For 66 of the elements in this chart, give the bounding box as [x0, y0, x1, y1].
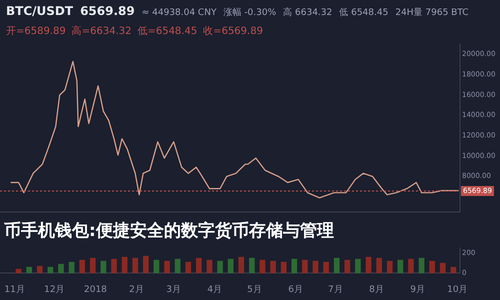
x-tick-label: 7月: [328, 284, 343, 295]
bar: [196, 258, 202, 274]
bar: [386, 260, 393, 274]
bar: [429, 260, 435, 274]
x-tick-label: 12月: [44, 284, 65, 295]
x-tick-label: 11月: [4, 284, 25, 295]
bar: [260, 260, 266, 274]
bar: [323, 262, 329, 274]
text: 涨幅 -0.30%: [223, 6, 276, 19]
bar: [79, 260, 86, 274]
bar: [334, 258, 340, 274]
x-tick-label: 3月: [166, 284, 182, 295]
x-tick-label: 10月: [447, 284, 468, 295]
text: 低=6548.45: [137, 25, 198, 38]
bar: [228, 258, 234, 274]
bar: [238, 256, 244, 274]
bar: [270, 260, 276, 274]
bar: [344, 260, 350, 274]
bar: [154, 260, 160, 274]
bar: [185, 262, 192, 274]
x-tick-label: 5月: [247, 284, 262, 295]
bar: [68, 262, 74, 274]
bar: [164, 260, 170, 274]
bar: [249, 258, 255, 274]
bar: [16, 268, 22, 274]
text: 低 6548.45: [339, 7, 388, 19]
x-tick-label: 2月: [129, 284, 144, 295]
chart-title: BTC/USDT: [6, 4, 74, 18]
bar: [58, 264, 64, 274]
bar: [100, 260, 106, 274]
bar: [376, 258, 382, 274]
bar: [142, 256, 149, 274]
bar: [418, 258, 424, 274]
text: 高 6634.32: [283, 6, 332, 19]
chart-subtitle: 6569.89: [80, 4, 135, 18]
text: 开=6589.89: [6, 25, 66, 38]
text: 高=6634.32: [72, 24, 132, 38]
bar: [122, 256, 128, 274]
bar: [355, 258, 361, 274]
bar: [291, 258, 298, 274]
x-tick-label: 2018: [84, 284, 108, 295]
bar: [312, 260, 318, 274]
bar: [450, 266, 456, 274]
bar: [132, 258, 138, 274]
x-tick-label: 9月: [410, 284, 425, 295]
bar: [48, 266, 54, 274]
bar: [36, 266, 43, 274]
bar: [408, 258, 414, 274]
text: 24H量 7965 BTC: [395, 6, 469, 19]
bar: [206, 260, 212, 274]
bar: [302, 260, 308, 274]
text: 币手机钱包:便捷安全的数字货币存储与管理: [3, 220, 335, 242]
bar: [217, 260, 223, 274]
x-tick-label: 8月: [369, 284, 384, 295]
bar: [26, 266, 32, 274]
bar: [280, 262, 287, 274]
bar: [90, 258, 96, 274]
x-tick-label: 4月: [207, 284, 222, 295]
x-tick-label: 6月: [288, 284, 303, 295]
text: 收=6569.89: [203, 25, 263, 38]
bar: [111, 258, 117, 274]
bar: [398, 260, 404, 274]
bar: [366, 256, 372, 274]
text: ≈ 44938.04 CNY: [142, 8, 216, 18]
bar: [174, 258, 180, 274]
bar: [440, 262, 446, 274]
